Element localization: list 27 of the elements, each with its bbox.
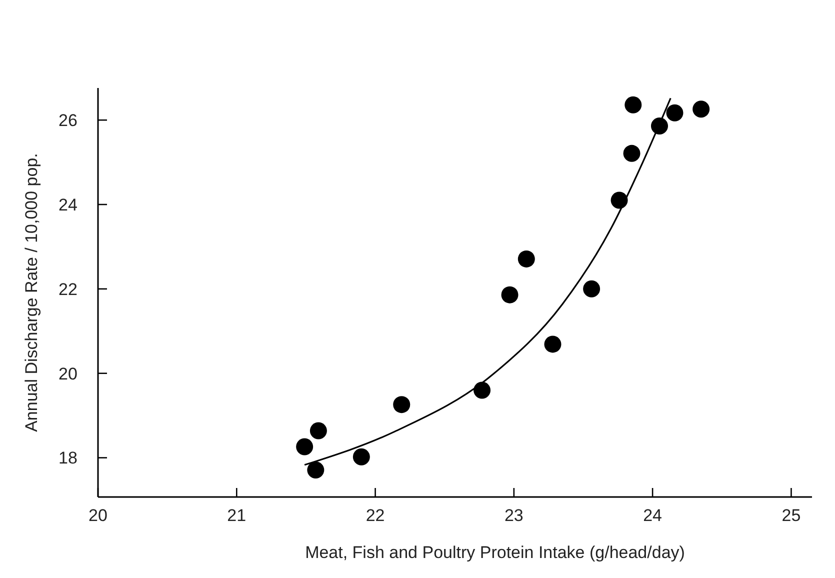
y-tick-label: 26 [58,111,78,130]
point [544,336,562,353]
point [352,448,370,466]
point [518,250,535,268]
point [501,286,518,304]
x-tick-label: 21 [227,506,246,525]
x-tick-label: 22 [366,506,385,525]
point [310,422,327,440]
y-tick-label: 24 [58,195,78,214]
y-tick-label: 20 [58,364,78,384]
point [474,382,491,399]
y-tick-label: 18 [58,448,78,468]
x-tick-label: 23 [504,506,524,525]
y-tick-label: 22 [58,280,78,299]
point [623,144,640,162]
x-tick-label: 24 [643,506,662,525]
point [583,280,600,298]
point [624,96,642,114]
point [666,104,684,122]
x-axis-title: Meat, Fish and Poultry Protein Intake (g/head/day) [305,543,685,562]
y-axis-title: Annual Discharge Rate / 10,000 pop. [22,153,41,432]
x-tick-label: 25 [782,506,801,525]
point [296,438,314,456]
x-tick-label: 20 [88,506,108,525]
point [393,396,410,414]
point [692,100,710,118]
point [307,462,324,478]
